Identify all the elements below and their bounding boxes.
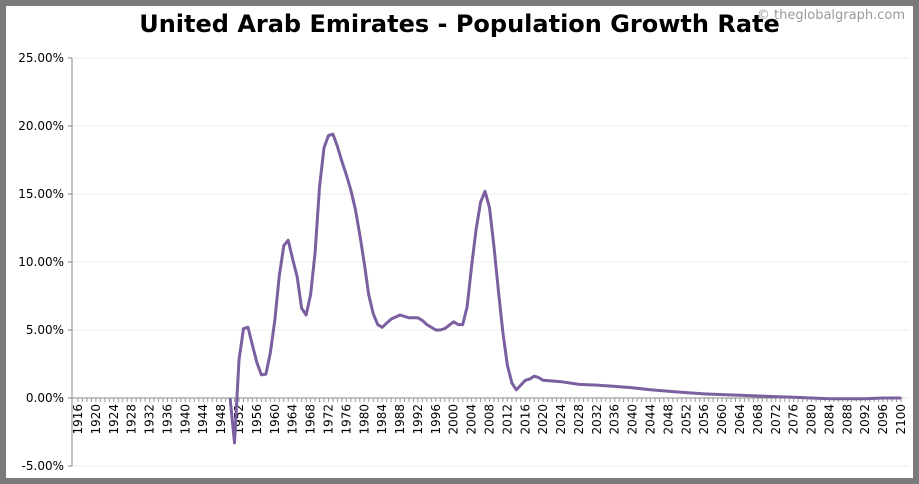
x-tick-label: 1964 (286, 404, 300, 435)
x-tick-label: 1956 (250, 404, 264, 435)
x-tick-label: 1932 (143, 404, 157, 435)
x-tick-label: 1968 (304, 404, 318, 435)
y-tick-label: 15.00% (18, 187, 64, 201)
x-tick-label: 1972 (321, 404, 335, 435)
x-tick-label: 1976 (339, 404, 353, 435)
x-tick-label: 1988 (393, 404, 407, 435)
x-tick-label: 1920 (89, 404, 103, 435)
x-tick-label: 2012 (500, 404, 514, 435)
x-tick-label: 1944 (196, 404, 210, 435)
x-tick-label: 1980 (357, 404, 371, 435)
x-tick-label: 2004 (465, 404, 479, 435)
x-tick-label: 1924 (107, 404, 121, 435)
x-tick-label: 2100 (894, 404, 908, 435)
x-tick-label: 2000 (447, 404, 461, 435)
x-tick-label: 2024 (554, 404, 568, 435)
x-tick-label: 1936 (160, 404, 174, 435)
x-tick-label: 2084 (822, 404, 836, 435)
x-tick-label: 1960 (268, 404, 282, 435)
y-tick-label: 5.00% (26, 323, 64, 337)
x-tick-label: 1940 (178, 404, 192, 435)
x-tick-label: 2096 (876, 404, 890, 435)
credit-text: © theglobalgraph.com (756, 8, 905, 23)
x-tick-label: 2052 (679, 404, 693, 435)
x-tick-label: 1916 (71, 404, 85, 435)
x-tick-label: 2076 (787, 404, 801, 435)
x-tick-label: 2072 (769, 404, 783, 435)
growth-rate-line (228, 132, 901, 445)
x-tick-label: 2040 (626, 404, 640, 435)
y-tick-label: 20.00% (18, 119, 64, 133)
x-tick-label: 2008 (483, 404, 497, 435)
x-tick-label: 2036 (608, 404, 622, 435)
x-tick-label: 2068 (751, 404, 765, 435)
y-tick-label: 10.00% (18, 255, 64, 269)
x-tick-label: 2092 (858, 404, 872, 435)
x-tick-label: 2088 (840, 404, 854, 435)
y-tick-label: 25.00% (18, 51, 64, 65)
y-tick-label: -5.00% (22, 459, 64, 473)
x-tick-label: 2032 (590, 404, 604, 435)
x-tick-label: 1928 (125, 404, 139, 435)
x-tick-label: 2020 (536, 404, 550, 435)
x-tick-label: 2028 (572, 404, 586, 435)
x-tick-label: 2064 (733, 404, 747, 435)
x-tick-label: 2080 (805, 404, 819, 435)
x-tick-label: 2044 (644, 404, 658, 435)
x-tick-label: 2056 (697, 404, 711, 435)
x-tick-label: 1992 (411, 404, 425, 435)
x-tick-label: 1984 (375, 404, 389, 435)
x-tick-label: 1996 (429, 404, 443, 435)
chart-title: United Arab Emirates - Population Growth… (139, 10, 780, 38)
x-tick-label: 2016 (518, 404, 532, 435)
y-tick-label: 0.00% (26, 391, 64, 405)
x-tick-label: 2048 (661, 404, 675, 435)
x-tick-label: 2060 (715, 404, 729, 435)
x-tick-label: 1948 (214, 404, 228, 435)
